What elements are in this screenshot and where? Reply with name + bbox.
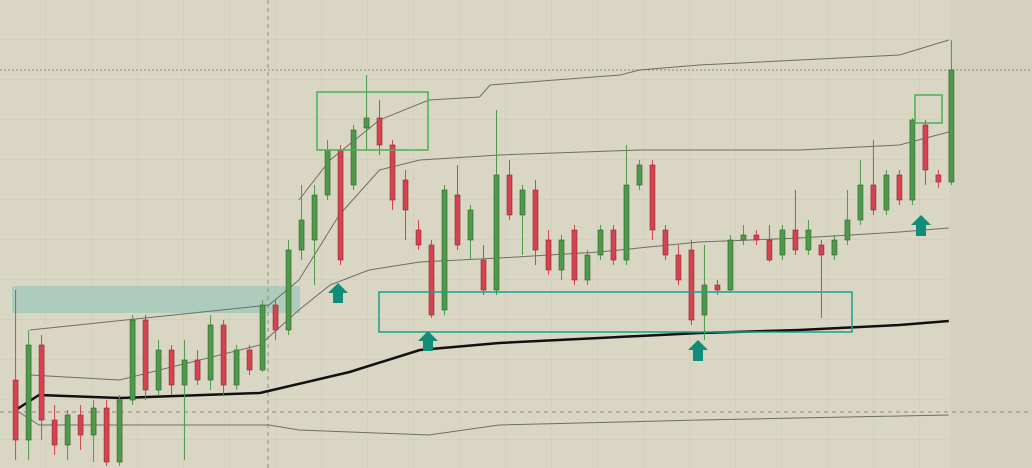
candle-body: [207, 324, 214, 381]
candle-body: [454, 194, 461, 246]
candle-body: [922, 124, 929, 171]
candle-body: [402, 179, 409, 211]
candle-body: [896, 174, 903, 201]
candle-body: [467, 209, 474, 241]
candle-body: [545, 239, 552, 271]
candle-body: [597, 229, 604, 256]
candle-body: [129, 319, 136, 401]
candle-body: [558, 239, 565, 271]
candle-body: [142, 319, 149, 391]
candle-body: [233, 349, 240, 386]
candle-body: [376, 117, 383, 146]
candle-body: [831, 239, 838, 256]
candle-body: [636, 164, 643, 186]
arrows: [328, 215, 931, 361]
up-arrow: [418, 331, 438, 351]
candle-body: [584, 254, 591, 281]
candle-body: [337, 149, 344, 261]
candle-body: [493, 174, 500, 291]
candle-body: [727, 239, 734, 291]
candle-body: [246, 349, 253, 371]
candle-body: [948, 69, 955, 183]
candle-body: [324, 149, 331, 196]
candle-body: [155, 349, 162, 391]
candle-body: [935, 174, 942, 183]
up-arrow: [688, 340, 708, 361]
candle-body: [909, 119, 916, 201]
candle-body: [220, 324, 227, 386]
candle-body: [753, 234, 760, 241]
candle-body: [714, 284, 721, 291]
up-arrow: [328, 283, 348, 303]
future-area: [950, 0, 1032, 468]
candle-body: [857, 184, 864, 221]
candle-body: [77, 414, 84, 436]
candle-body: [389, 144, 396, 201]
candle-body: [883, 174, 890, 211]
candle-body: [766, 239, 773, 261]
indicator-line: [14, 319, 949, 412]
candles: [12, 40, 955, 466]
candle-body: [792, 229, 799, 251]
candle-body: [311, 194, 318, 241]
candle-body: [610, 229, 617, 261]
candle-body: [194, 359, 201, 381]
highlight-box: [316, 91, 429, 151]
candle-body: [168, 349, 175, 386]
candle-body: [480, 259, 487, 291]
demand-zone: [12, 286, 300, 313]
candle-body: [64, 414, 71, 446]
candle-body: [285, 249, 292, 331]
candle-body: [818, 244, 825, 256]
candle-body: [571, 229, 578, 281]
support-box: [378, 291, 853, 333]
candle-body: [805, 229, 812, 251]
candle-body: [519, 189, 526, 216]
candle-body: [870, 184, 877, 211]
candle-body: [38, 344, 45, 421]
candle-body: [90, 407, 97, 436]
highlight-box: [914, 94, 943, 124]
candle-body: [259, 304, 266, 371]
candle-body: [103, 407, 110, 463]
candle-body: [272, 304, 279, 331]
candle-body: [844, 219, 851, 241]
candle-body: [12, 379, 19, 441]
candle-body: [441, 189, 448, 311]
candle-body: [363, 117, 370, 129]
candle-body: [25, 344, 32, 441]
candle-body: [688, 249, 695, 321]
candle-body: [350, 129, 357, 186]
candle-body: [116, 399, 123, 463]
candle-body: [506, 174, 513, 216]
candle-body: [181, 359, 188, 386]
candle-body: [415, 229, 422, 246]
candle-body: [701, 284, 708, 316]
candle-body: [298, 219, 305, 251]
candle-body: [662, 229, 669, 256]
candle-body: [779, 229, 786, 256]
candle-body: [675, 254, 682, 281]
candle-body: [740, 234, 747, 241]
candle-body: [623, 184, 630, 261]
candle-body: [428, 244, 435, 316]
up-arrow: [911, 215, 931, 236]
indicator-line: [298, 39, 949, 201]
candle-body: [532, 189, 539, 251]
candle-body: [649, 164, 656, 231]
candle-body: [51, 419, 58, 446]
